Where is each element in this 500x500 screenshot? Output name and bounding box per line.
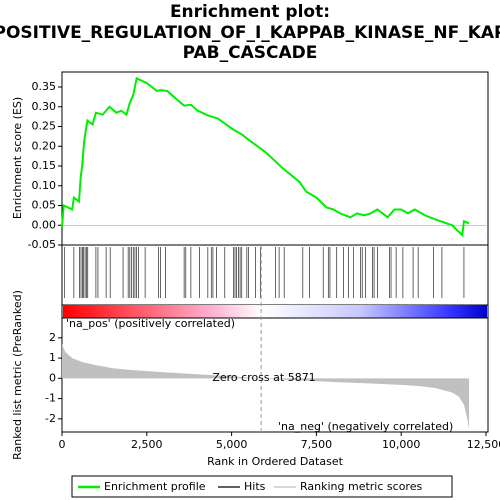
y-tick-label: 0.25 (32, 120, 57, 133)
y-tick-label: 0.10 (32, 179, 57, 192)
x-axis-label: Rank in Ordered Dataset (207, 455, 344, 468)
x-tick-label: 5,000 (216, 438, 248, 451)
y-tick-label: 0.00 (32, 218, 57, 231)
y-tick-label: 0 (49, 371, 56, 384)
annotation: 'na_neg' (negatively correlated) (278, 420, 453, 433)
x-tick-label: 10,000 (382, 438, 421, 451)
y-axis-label: Ranked list metric (PreRanked) (11, 290, 24, 460)
y-tick-label: 2 (49, 331, 56, 344)
y-tick-label: 1 (49, 351, 56, 364)
y-tick-label: 0.05 (32, 199, 57, 212)
color-band (63, 305, 487, 318)
y-tick-label: 0.15 (32, 159, 57, 172)
chart-title: PAB_CASCADE (183, 43, 318, 63)
chart-title: POSITIVE_REGULATION_OF_I_KAPPAB_KINASE_N… (0, 23, 500, 43)
metric-area (62, 343, 470, 429)
legend-label: Hits (244, 480, 266, 493)
enrichment-line (61, 76, 470, 238)
y-tick-label: -0.05 (28, 238, 56, 251)
y-tick-label: 0.35 (32, 80, 57, 93)
legend-label: Enrichment profile (104, 480, 206, 493)
annotation: 'na_pos' (positively correlated) (66, 317, 235, 330)
legend-label: Ranking metric scores (300, 480, 422, 493)
y-tick-label: 0.30 (32, 100, 57, 113)
y-tick-label: -1 (45, 392, 56, 405)
x-tick-label: 0 (59, 438, 66, 451)
annotation: Zero cross at 5871 (212, 371, 315, 384)
y-tick-label: -2 (45, 412, 56, 425)
y-axis-label: Enrichment score (ES) (11, 97, 24, 219)
legend (71, 475, 453, 498)
legend-box (71, 475, 453, 498)
x-tick-label: 12,500 (467, 438, 500, 451)
x-tick-label: 2,500 (131, 438, 163, 451)
frame (61, 71, 489, 433)
x-tick-label: 7,500 (301, 438, 333, 451)
y-tick-label: 0.20 (32, 139, 57, 152)
chart-title: Enrichment plot: (170, 2, 330, 22)
